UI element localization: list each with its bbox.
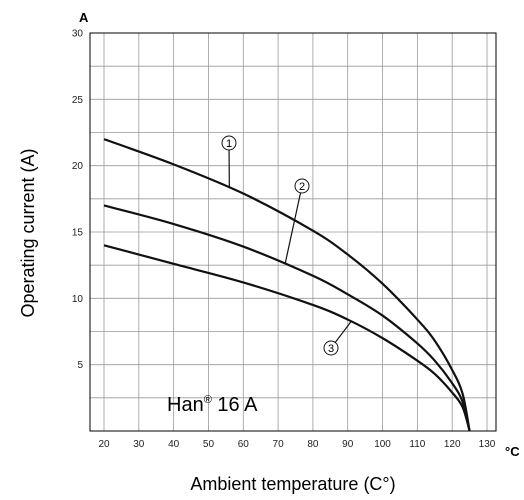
y-tick-label-5: 5	[77, 360, 83, 371]
x-axis-title: Ambient temperature (C°)	[190, 474, 395, 494]
callout-label-3: 3	[328, 343, 334, 355]
y-unit-label: A	[79, 10, 89, 25]
y-tick-label-10: 10	[72, 294, 84, 305]
x-tick-label-50: 50	[203, 439, 215, 450]
callout-leader-2	[284, 192, 302, 265]
y-tick-label-25: 25	[72, 95, 84, 106]
plot-frame	[89, 32, 497, 432]
series-3-line	[103, 244, 471, 432]
product-rating: 16 A	[212, 394, 258, 416]
callout-label-2: 2	[299, 181, 305, 193]
y-tick-label-20: 20	[72, 161, 84, 172]
x-tick-label-20: 20	[98, 439, 110, 450]
callout-label-1: 1	[226, 138, 232, 150]
y-tick-label-15: 15	[72, 228, 84, 239]
x-tick-label-120: 120	[444, 439, 461, 450]
series-1-line	[103, 138, 471, 432]
callout-leader-3	[334, 321, 352, 343]
product-annotation: Han® 16 A	[167, 394, 258, 416]
x-tick-label-30: 30	[133, 439, 145, 450]
series-2-line	[103, 204, 471, 432]
x-tick-label-130: 130	[479, 439, 496, 450]
tick-labels: 20 30 40 50 60 70 80 90 100 110 120 130 5 10 15 20 25 30	[72, 29, 496, 451]
x-tick-label-80: 80	[307, 439, 319, 450]
product-name: Han	[167, 394, 204, 416]
registered-mark: ®	[204, 394, 212, 406]
series-callouts: 1 2 3	[221, 135, 352, 356]
x-tick-label-100: 100	[374, 439, 391, 450]
x-tick-label-110: 110	[409, 439, 425, 450]
x-tick-label-70: 70	[273, 439, 285, 450]
x-tick-label-90: 90	[342, 439, 354, 450]
y-axis-title: Operating current (A)	[18, 148, 38, 317]
grid	[90, 33, 496, 431]
y-tick-label-30: 30	[72, 29, 84, 40]
callout-circle-3	[323, 340, 339, 356]
x-tick-label-60: 60	[238, 439, 250, 450]
x-tick-label-40: 40	[168, 439, 180, 450]
x-unit-label: °C	[505, 444, 520, 459]
callout-circle-1	[221, 135, 237, 151]
series-curves	[103, 138, 471, 432]
callout-circle-2	[294, 178, 310, 194]
